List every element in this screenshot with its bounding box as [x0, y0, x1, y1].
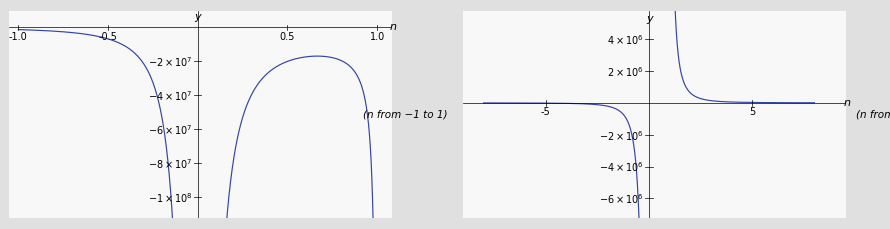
Text: $n$: $n$: [389, 22, 397, 32]
Text: (n from −1 to 1): (n from −1 to 1): [363, 109, 447, 120]
Text: 0.5: 0.5: [279, 32, 295, 41]
Text: $y$: $y$: [645, 14, 655, 26]
Text: $4\times10^6$: $4\times10^6$: [608, 33, 644, 47]
Text: 1.0: 1.0: [369, 32, 384, 41]
Text: $n$: $n$: [843, 97, 851, 107]
Text: $-2\times10^6$: $-2\times10^6$: [599, 128, 644, 142]
Text: $2\times10^6$: $2\times10^6$: [608, 65, 644, 79]
Text: 5: 5: [749, 107, 756, 117]
Text: $-8\times10^7$: $-8\times10^7$: [148, 157, 192, 170]
Text: -5: -5: [540, 107, 550, 117]
Text: $-6\times10^6$: $-6\times10^6$: [599, 192, 644, 205]
Text: -0.5: -0.5: [98, 32, 117, 41]
Text: -1.0: -1.0: [9, 32, 28, 41]
Text: $y$: $y$: [194, 12, 203, 24]
Text: (n from −8 to 8): (n from −8 to 8): [856, 109, 890, 120]
Text: $-1\times10^8$: $-1\times10^8$: [148, 190, 192, 204]
Text: $-2\times10^7$: $-2\times10^7$: [148, 55, 192, 69]
Text: $-6\times10^7$: $-6\times10^7$: [148, 123, 192, 136]
Text: $-4\times10^7$: $-4\times10^7$: [148, 89, 192, 103]
Text: $-4\times10^6$: $-4\times10^6$: [599, 160, 644, 174]
